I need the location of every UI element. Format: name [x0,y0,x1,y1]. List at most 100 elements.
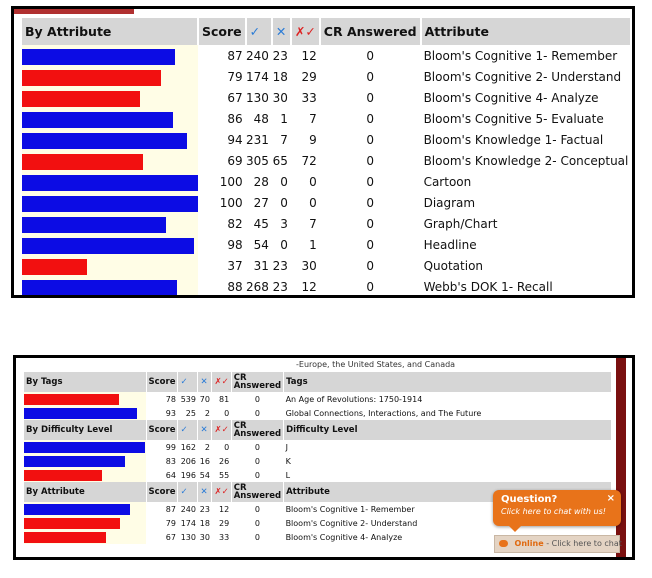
attribute-name[interactable]: Webb's DOK 1- Recall [423,279,553,294]
attribute-name[interactable]: Cartoon [423,174,472,189]
table-row[interactable]: 86 48 1 7 0 Bloom's Cognitive 5- Evaluate [22,108,631,129]
attribute-name[interactable]: Bloom's Cognitive 2- Understand [423,69,622,84]
section-incorrect-header[interactable]: ✕ [197,372,213,392]
chat-online-bar[interactable]: Online - Click here to chat [494,535,622,553]
chat-question-subtitle: Click here to chat with us! [501,507,606,516]
table-row[interactable]: 100 27 0 0 0 Diagram [22,192,631,213]
attribute-name[interactable]: Diagram [423,195,476,210]
section-correct-header[interactable]: ✓ [177,372,199,392]
close-icon[interactable]: × [606,493,615,504]
incorrect-count: 30 [272,90,288,105]
correct-count: 174 [180,518,196,528]
correct-count: 305 [245,153,269,168]
score-bar [24,504,130,515]
table-row[interactable]: 87 240 23 12 0 Bloom's Cognitive 1- Remember [24,502,612,516]
attribute-name[interactable]: Bloom's Knowledge 1- Factual [423,132,604,147]
header-incorrect[interactable]: ✕ [271,18,292,45]
table-row[interactable]: 99 162 2 0 0 J [24,440,612,454]
check-icon: ✓ [180,377,188,387]
table-row[interactable]: 67 130 30 33 0 Bloom's Cognitive 4- Analyze [22,87,631,108]
row-label[interactable]: Bloom's Cognitive 4- Analyze [285,532,403,542]
correct-count: 539 [180,394,196,404]
section-score-header[interactable]: Score [146,420,179,440]
attribute-name[interactable]: Bloom's Knowledge 2- Conceptual [423,153,629,168]
section-incorrect-header[interactable]: ✕ [197,420,213,440]
row-label[interactable]: L [285,470,291,480]
section-incorrect-header[interactable]: ✕ [197,482,213,502]
row-label[interactable]: K [285,456,291,466]
table-row[interactable]: 82 45 3 7 0 Graph/Chart [22,213,631,234]
attribute-name[interactable]: Graph/Chart [423,216,498,231]
section-score-header[interactable]: Score [146,482,179,502]
header-by-attribute[interactable]: By Attribute [22,18,199,45]
header-partial[interactable]: ✗✓ [290,18,321,45]
table-row[interactable]: 64 196 54 55 0 L [24,468,612,482]
table-row[interactable]: 69 305 65 72 0 Bloom's Knowledge 2- Conceptua… [22,150,631,171]
score-bar-cell [22,234,198,255]
table-row[interactable]: 83 206 16 26 0 K [24,454,612,468]
score-bar [24,456,125,467]
table-row[interactable]: 98 54 0 1 0 Headline [22,234,631,255]
report-summary-panel: -Europe, the United States, and Canada B… [13,355,635,560]
section-label-header[interactable]: Tags [283,372,613,392]
section-score-header[interactable]: Score [146,372,179,392]
score-bar [22,69,161,86]
table-row[interactable]: 37 31 23 30 0 Quotation [22,255,631,276]
cut-off-text: -Europe, the United States, and Canada [296,360,456,369]
chat-question-title: Question? [501,494,558,505]
section-partial-header[interactable]: ✗✓ [211,420,232,440]
table-row[interactable]: 78 539 70 81 0 An Age of Revolutions: 1750-19… [24,392,612,406]
attribute-name[interactable]: Bloom's Cognitive 5- Evaluate [423,111,604,126]
table-row[interactable]: 79 174 18 29 0 Bloom's Cognitive 2- Understan… [22,66,631,87]
attribute-name[interactable]: Headline [423,237,477,252]
cr-answered-value: 0 [254,442,260,452]
header-attribute[interactable]: Attribute [420,18,632,45]
score-value: 98 [227,237,243,252]
incorrect-count: 23 [272,258,288,273]
section-group-header[interactable]: By Difficulty Level [24,420,147,440]
chat-question-popup[interactable]: Question? Click here to chat with us! × [493,490,621,532]
section-correct-header[interactable]: ✓ [177,420,199,440]
section-partial-header[interactable]: ✗✓ [211,372,232,392]
score-bar-cell [24,516,146,530]
table-row[interactable]: 94 231 7 9 0 Bloom's Knowledge 1- Factual [22,129,631,150]
row-label[interactable]: J [285,442,288,452]
table-row[interactable]: 100 28 0 0 0 Cartoon [22,171,631,192]
section-correct-header[interactable]: ✓ [177,482,199,502]
table-row[interactable]: 87 240 23 12 0 Bloom's Cognitive 1- Remember [22,45,631,66]
header-score[interactable]: Score [198,18,247,45]
score-value: 86 [227,111,243,126]
attribute-name[interactable]: Bloom's Cognitive 1- Remember [423,48,618,63]
chat-online-text: - Click here to chat [546,539,622,548]
row-label[interactable]: An Age of Revolutions: 1750-1914 [285,394,423,404]
section-cr-header[interactable]: CR Answered [231,482,285,502]
cross-icon: ✕ [275,24,287,39]
attribute-name[interactable]: Bloom's Cognitive 4- Analyze [423,90,599,105]
score-bar [22,237,194,254]
cr-answered-value: 0 [254,518,260,528]
correct-count: 130 [245,90,269,105]
table-row[interactable]: 67 130 30 33 0 Bloom's Cognitive 4- Analyze [24,530,612,544]
table-row[interactable]: 93 25 2 0 0 Global Connections, Interactions,… [24,406,612,420]
table-row[interactable]: 88 268 23 12 0 Webb's DOK 1- Recall [22,276,631,295]
section-group-header[interactable]: By Tags [24,372,147,392]
section-partial-header[interactable]: ✗✓ [211,482,232,502]
table-row[interactable]: 79 174 18 29 0 Bloom's Cognitive 2- Understan… [24,516,612,530]
row-label[interactable]: Bloom's Cognitive 2- Understand [285,518,418,528]
row-label[interactable]: Global Connections, Interactions, and Th… [285,408,482,418]
partial-count: 7 [309,216,317,231]
attribute-name[interactable]: Quotation [423,258,484,273]
header-correct[interactable]: ✓ [245,18,273,45]
score-value: 67 [227,90,243,105]
section-cr-header[interactable]: CR Answered [231,420,285,440]
incorrect-count: 70 [199,394,210,404]
row-label[interactable]: Bloom's Cognitive 1- Remember [285,504,415,514]
score-bar [22,111,173,128]
section-label-header[interactable]: Difficulty Level [283,420,613,440]
score-bar-cell [24,530,146,544]
chat-popup-tail [509,526,521,532]
section-group-header[interactable]: By Attribute [24,482,147,502]
score-value: 94 [227,132,243,147]
header-cr-answered[interactable]: CR Answered [319,18,422,45]
section-cr-header[interactable]: CR Answered [231,372,285,392]
